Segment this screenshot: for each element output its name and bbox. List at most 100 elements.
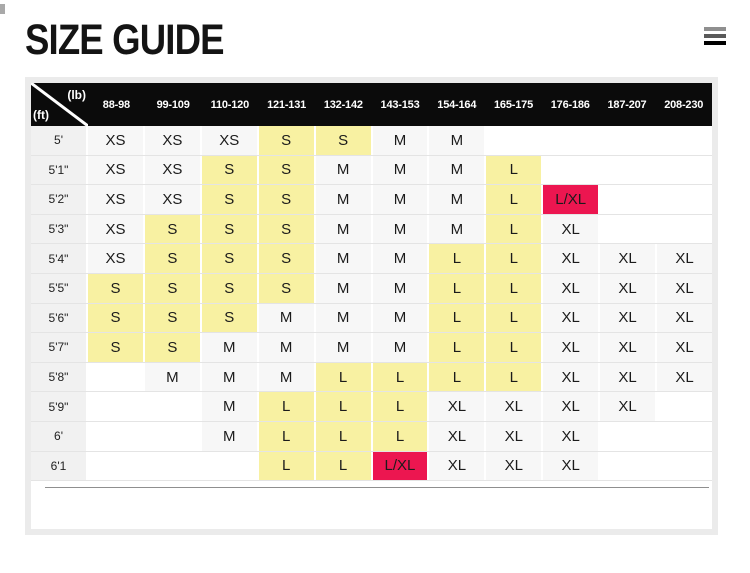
size-cell: L (486, 362, 542, 392)
size-cell: M (201, 362, 257, 392)
size-cell: XS (144, 185, 200, 214)
height-row-label: 5'7" (31, 333, 86, 362)
size-cell: L (429, 333, 485, 362)
size-cell: M (258, 362, 314, 392)
size-cell: L (486, 244, 542, 273)
empty-cell (657, 452, 712, 481)
weight-column-header: 187-207 (607, 98, 647, 111)
size-cell: XL (657, 362, 712, 392)
size-cell: XS (88, 126, 143, 155)
size-cell: L (315, 392, 371, 421)
size-cell: XL (543, 303, 599, 333)
weight-column-header: 110-120 (210, 98, 250, 111)
size-cell: XS (88, 185, 143, 214)
height-row-label: 5'6" (31, 303, 86, 333)
size-cell: XS (201, 126, 257, 155)
size-cell: M (372, 155, 428, 185)
size-cell: XL (429, 451, 485, 481)
size-cell: M (315, 185, 371, 214)
size-cell: XL (543, 362, 599, 392)
size-cell: XL (543, 273, 599, 303)
table-row: 5'4" XS S S S M M L L XL XL XL (31, 244, 712, 274)
window-edge-artifact (0, 4, 5, 14)
empty-cell (657, 126, 712, 155)
table-row: 5'1" XS XS S S M M M L (31, 155, 712, 186)
size-cell: XL (600, 303, 656, 333)
size-cell: S (88, 303, 143, 333)
size-cell: M (315, 155, 371, 185)
size-cell: M (201, 333, 257, 362)
table-row: 5'7" S S M M M M L L XL XL XL (31, 333, 712, 363)
empty-cell (486, 126, 541, 155)
size-cell: M (429, 185, 485, 214)
size-cell: L (486, 185, 542, 214)
empty-cell (145, 422, 200, 451)
size-cell: S (258, 155, 314, 185)
size-cell: XL (543, 244, 599, 273)
size-cell: M (372, 126, 428, 155)
height-row-label: 5'8" (31, 362, 86, 392)
size-cell: S (201, 303, 257, 333)
size-cell: M (429, 214, 485, 244)
size-cell: M (315, 303, 371, 333)
size-cell: XL (543, 333, 599, 362)
size-cell: S (258, 214, 314, 244)
empty-cell (600, 215, 655, 244)
size-cell: L (315, 362, 371, 392)
table-row: 6'1 L L L/XL XL XL XL (31, 451, 712, 482)
empty-cell (145, 392, 200, 421)
size-cell: M (372, 214, 428, 244)
size-cell: S (258, 244, 314, 273)
weight-column-header: 132-142 (323, 98, 363, 111)
table-body: 5' XS XS XS S S M M 5'1" XS XS S S M M M L 5'2" XS XS S S M M M L… (31, 126, 712, 482)
table-row: 5'2" XS XS S S M M M L L/XL (31, 185, 712, 215)
empty-cell (145, 452, 200, 481)
size-cell: XL (600, 392, 656, 421)
size-cell: L (486, 155, 542, 185)
size-cell: XL (486, 451, 542, 481)
size-cell: M (372, 333, 428, 362)
hamburger-menu-icon[interactable] (704, 27, 726, 45)
size-cell: L (258, 392, 314, 421)
size-cell: M (372, 244, 428, 273)
size-cell: M (315, 273, 371, 303)
empty-cell (88, 392, 143, 421)
empty-cell (600, 452, 655, 481)
size-cell: S (201, 273, 257, 303)
size-cell: S (258, 126, 314, 155)
table-row: 5' XS XS XS S S M M (31, 126, 712, 156)
size-cell: M (201, 392, 257, 421)
size-cell: XL (600, 273, 656, 303)
size-cell: M (429, 126, 485, 155)
size-cell: L (429, 362, 485, 392)
size-cell: S (201, 214, 257, 244)
table-row: 6' M L L L XL XL XL (31, 421, 712, 452)
height-unit-label: (ft) (33, 108, 49, 122)
size-cell: M (315, 244, 371, 273)
size-cell: XL (543, 392, 599, 421)
height-row-label: 5'4" (31, 244, 86, 273)
size-cell: XL (600, 333, 656, 362)
size-cell: L (258, 421, 314, 451)
size-cell: XS (88, 155, 143, 185)
empty-cell (202, 452, 257, 481)
size-cell: L (429, 244, 485, 273)
empty-cell (657, 156, 712, 185)
menu-bar (704, 34, 726, 38)
weight-column-header: 88-98 (102, 98, 130, 111)
height-row-label: 5'5" (31, 273, 86, 303)
weight-column-header: 165-175 (494, 98, 533, 111)
table-row: 5'9" M L L L XL XL XL XL (31, 392, 712, 422)
size-cell: XL (543, 214, 599, 244)
size-cell: M (258, 303, 314, 333)
size-cell: L (315, 451, 371, 481)
size-cell: S (144, 303, 200, 333)
size-cell: M (429, 155, 485, 185)
size-cell: S (88, 333, 143, 362)
empty-cell (88, 452, 143, 481)
menu-bar (704, 41, 726, 45)
size-cell: L (429, 303, 485, 333)
size-cell: L (372, 421, 428, 451)
size-cell: M (372, 303, 428, 333)
size-cell: S (201, 244, 257, 273)
